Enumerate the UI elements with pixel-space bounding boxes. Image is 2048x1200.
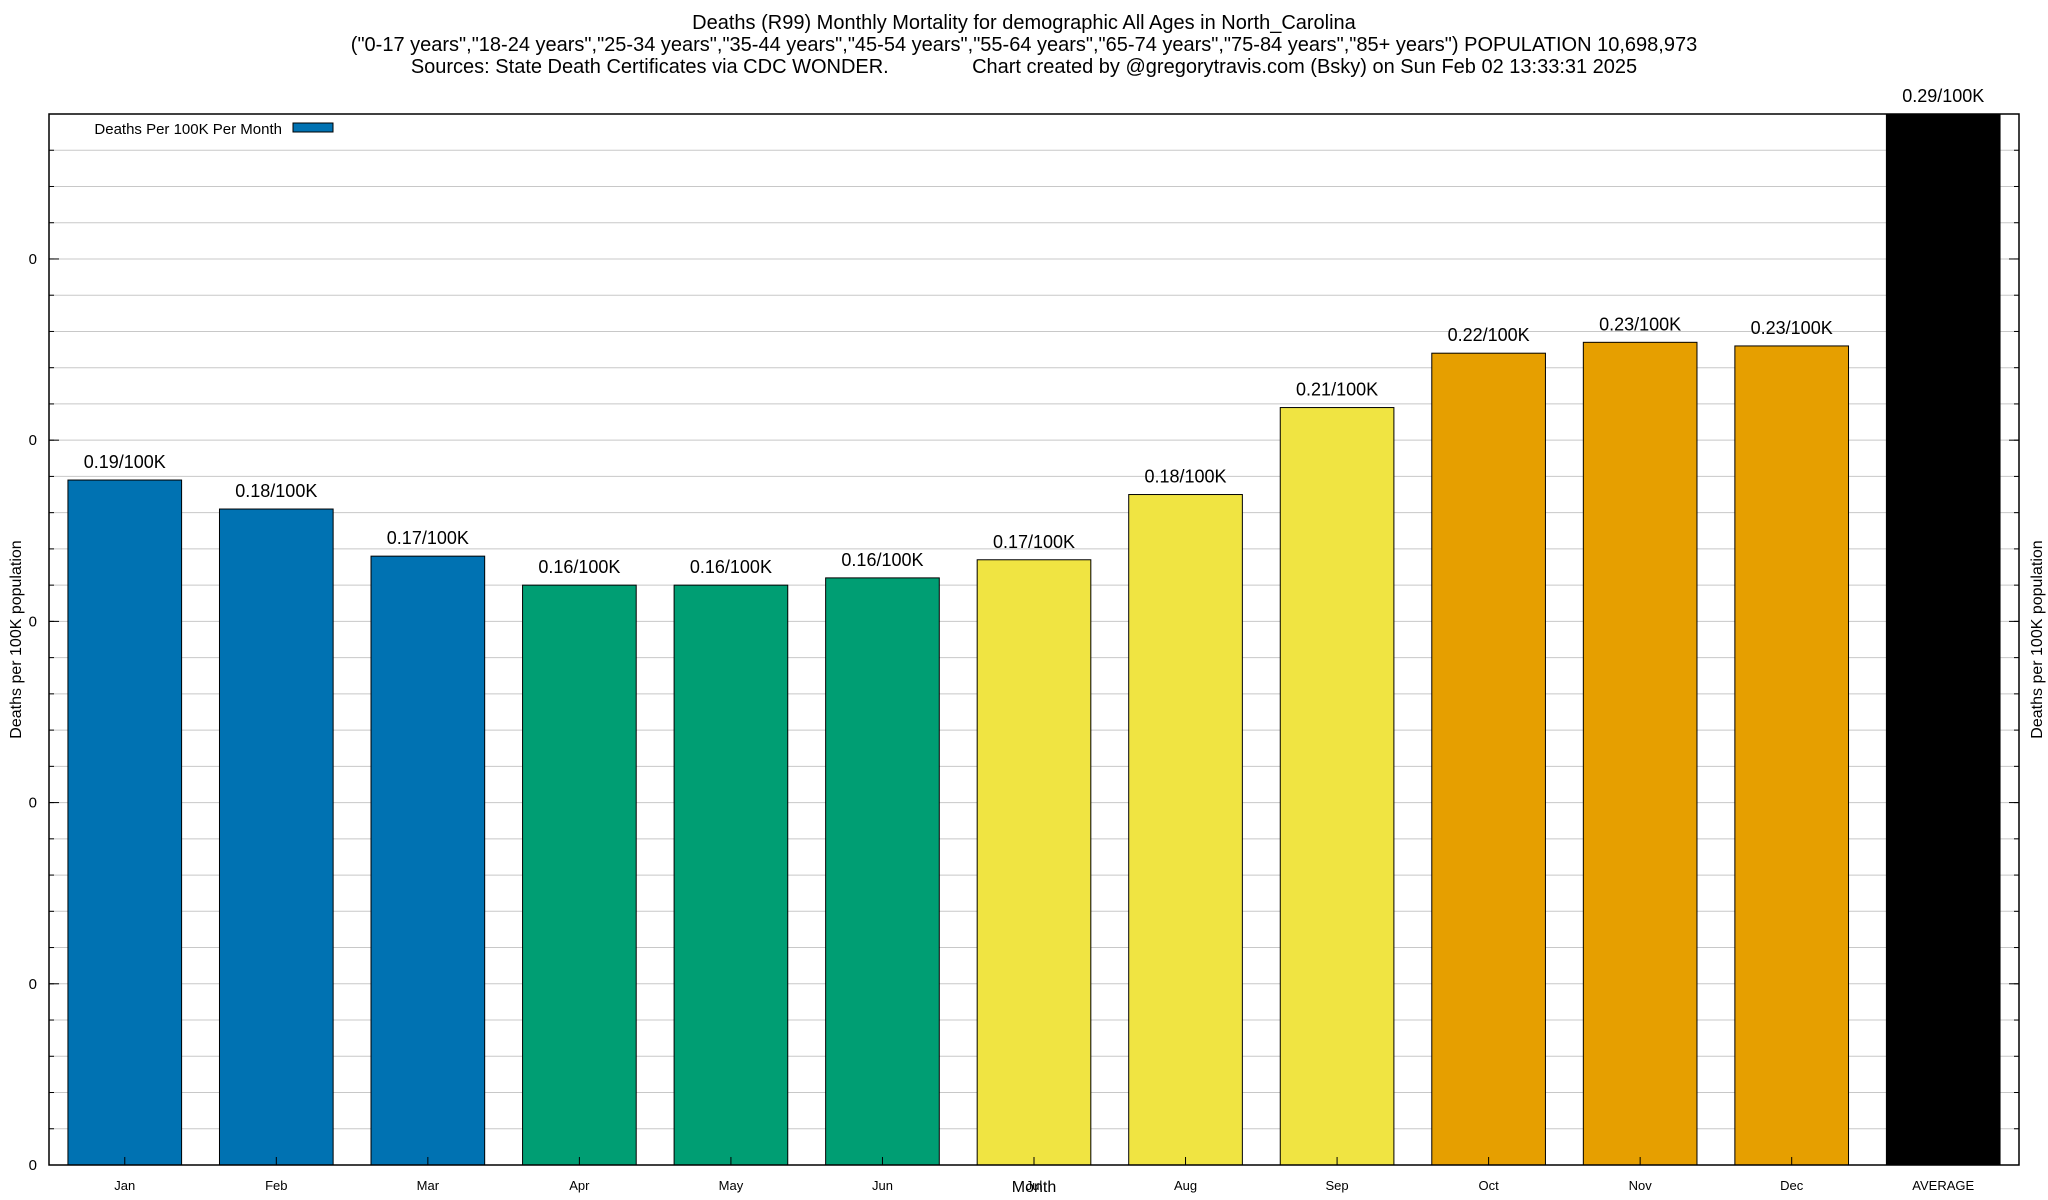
data-label-feb: 0.18/100K <box>235 481 317 501</box>
bar-nov <box>1582 341 1698 1166</box>
data-label-mar: 0.17/100K <box>387 528 469 548</box>
data-label-jul: 0.17/100K <box>993 532 1075 552</box>
data-label-may: 0.16/100K <box>690 557 772 577</box>
x-axis-title: Month <box>1012 1179 1056 1196</box>
bar-apr <box>522 584 637 1166</box>
labels: 0.19/100K Jan 0.18/100K Feb 0.17/100K Mar 0.16… <box>84 86 1985 1193</box>
data-label-dec: 0.23/100K <box>1751 318 1833 338</box>
bar-may <box>673 584 789 1166</box>
bar-jun <box>825 577 940 1166</box>
y-tick-label: 0 <box>29 1157 37 1174</box>
axis-ticks: 0 0 0 0 0 0 <box>29 149 2019 1174</box>
legend: Deaths Per 100K Per Month <box>94 121 334 138</box>
x-tick-label: Oct <box>1478 1178 1499 1193</box>
y-tick-label: 0 <box>29 432 37 449</box>
chart-subtitle: ("0-17 years","18-24 years","25-34 years… <box>350 34 1698 56</box>
bar-feb <box>218 508 334 1166</box>
y-axis-title: Deaths per 100K population <box>8 540 25 738</box>
legend-label: Deaths Per 100K Per Month <box>94 121 282 138</box>
x-tick-label: Jan <box>114 1178 135 1193</box>
chart-title-block: Deaths (R99) Monthly Mortality for demog… <box>0 12 2048 78</box>
x-tick-label: Jun <box>872 1178 893 1193</box>
bar-mar <box>370 555 486 1166</box>
bar-average <box>1885 113 2001 1166</box>
data-label-jun: 0.16/100K <box>841 550 923 570</box>
bar-aug <box>1128 494 1243 1166</box>
bar-jul <box>976 559 1092 1166</box>
bar-jan <box>67 479 183 1166</box>
x-tick-label: Dec <box>1780 1178 1804 1193</box>
x-tick-label: Jul <box>1026 1178 1043 1193</box>
x-tick-label: Nov <box>1629 1178 1653 1193</box>
x-tick-label: Apr <box>569 1178 590 1193</box>
y-tick-label: 0 <box>29 613 37 630</box>
y-tick-label: 0 <box>29 976 37 993</box>
x-tick-label: Sep <box>1326 1178 1349 1193</box>
bars <box>67 113 2001 1166</box>
chart-title: Deaths (R99) Monthly Mortality for demog… <box>692 12 1356 34</box>
data-label-apr: 0.16/100K <box>538 557 620 577</box>
data-label-average: 0.29/100K <box>1902 86 1984 106</box>
x-tick-label: May <box>719 1178 744 1193</box>
data-label-nov: 0.23/100K <box>1599 314 1681 334</box>
x-tick-label: Mar <box>417 1178 440 1193</box>
legend-swatch <box>292 122 334 133</box>
x-tick-label: AVERAGE <box>1912 1178 1974 1193</box>
data-label-jan: 0.19/100K <box>84 452 166 472</box>
y2-axis-title: Deaths per 100K population <box>2029 540 2046 738</box>
y-tick-label: 0 <box>29 795 37 812</box>
x-tick-label: Aug <box>1174 1178 1197 1193</box>
chart-sources: Sources: State Death Certificates via CD… <box>410 56 1638 78</box>
bar-oct <box>1431 352 1546 1166</box>
x-tick-label: Feb <box>265 1178 287 1193</box>
bar-dec <box>1734 345 1850 1166</box>
bar-sep <box>1279 407 1395 1166</box>
data-label-sep: 0.21/100K <box>1296 380 1378 400</box>
data-label-oct: 0.22/100K <box>1448 325 1530 345</box>
data-label-aug: 0.18/100K <box>1144 467 1226 487</box>
y-tick-label: 0 <box>29 251 37 268</box>
